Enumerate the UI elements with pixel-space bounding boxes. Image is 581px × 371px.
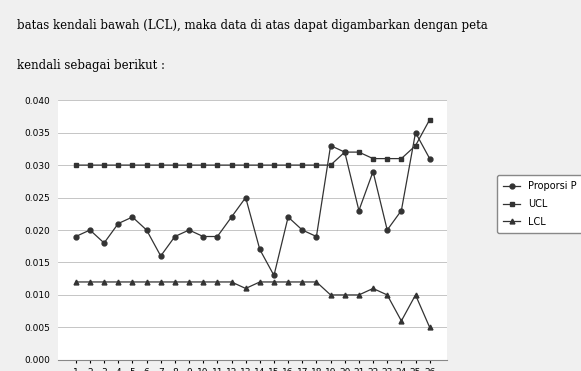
Proporsi P [101, 241, 107, 245]
UCL [200, 163, 207, 167]
Proporsi P [242, 195, 249, 200]
LCL [299, 280, 306, 284]
Proporsi P [200, 234, 207, 239]
Proporsi P [256, 247, 263, 252]
Text: kendali sebagai berikut :: kendali sebagai berikut : [17, 59, 166, 72]
LCL [143, 280, 150, 284]
LCL [383, 293, 390, 297]
Legend: Proporsi P, UCL, LCL: Proporsi P, UCL, LCL [497, 175, 581, 233]
LCL [101, 280, 107, 284]
Proporsi P [313, 234, 320, 239]
Proporsi P [228, 215, 235, 219]
UCL [242, 163, 249, 167]
LCL [285, 280, 292, 284]
LCL [171, 280, 178, 284]
LCL [87, 280, 94, 284]
UCL [115, 163, 122, 167]
UCL [327, 163, 334, 167]
UCL [214, 163, 221, 167]
LCL [228, 280, 235, 284]
Line: Proporsi P: Proporsi P [73, 130, 432, 278]
UCL [341, 150, 348, 154]
UCL [171, 163, 178, 167]
UCL [426, 117, 433, 122]
Proporsi P [341, 150, 348, 154]
Proporsi P [285, 215, 292, 219]
LCL [271, 280, 278, 284]
Proporsi P [185, 228, 192, 232]
Proporsi P [171, 234, 178, 239]
Proporsi P [383, 228, 390, 232]
UCL [157, 163, 164, 167]
UCL [87, 163, 94, 167]
LCL [242, 286, 249, 291]
UCL [101, 163, 107, 167]
UCL [412, 143, 419, 148]
LCL [200, 280, 207, 284]
LCL [185, 280, 192, 284]
Text: batas kendali bawah (LCL), maka data di atas dapat digambarkan dengan peta: batas kendali bawah (LCL), maka data di … [17, 19, 488, 32]
Proporsi P [398, 209, 405, 213]
Proporsi P [72, 234, 79, 239]
Line: LCL: LCL [73, 279, 432, 330]
Line: UCL: UCL [73, 117, 432, 168]
Proporsi P [299, 228, 306, 232]
Proporsi P [356, 209, 363, 213]
LCL [72, 280, 79, 284]
LCL [157, 280, 164, 284]
Proporsi P [143, 228, 150, 232]
Proporsi P [129, 215, 136, 219]
UCL [313, 163, 320, 167]
UCL [285, 163, 292, 167]
LCL [313, 280, 320, 284]
LCL [256, 280, 263, 284]
UCL [143, 163, 150, 167]
LCL [398, 319, 405, 323]
LCL [426, 325, 433, 329]
UCL [185, 163, 192, 167]
Proporsi P [412, 130, 419, 135]
Proporsi P [426, 157, 433, 161]
UCL [398, 157, 405, 161]
LCL [129, 280, 136, 284]
LCL [370, 286, 376, 291]
UCL [356, 150, 363, 154]
Proporsi P [370, 169, 376, 174]
UCL [383, 157, 390, 161]
Proporsi P [115, 221, 122, 226]
LCL [356, 293, 363, 297]
Proporsi P [271, 273, 278, 278]
UCL [370, 157, 376, 161]
LCL [115, 280, 122, 284]
LCL [412, 293, 419, 297]
Proporsi P [327, 143, 334, 148]
UCL [271, 163, 278, 167]
LCL [327, 293, 334, 297]
UCL [256, 163, 263, 167]
UCL [299, 163, 306, 167]
LCL [341, 293, 348, 297]
LCL [214, 280, 221, 284]
Proporsi P [214, 234, 221, 239]
UCL [72, 163, 79, 167]
Proporsi P [157, 254, 164, 258]
Proporsi P [87, 228, 94, 232]
UCL [228, 163, 235, 167]
UCL [129, 163, 136, 167]
